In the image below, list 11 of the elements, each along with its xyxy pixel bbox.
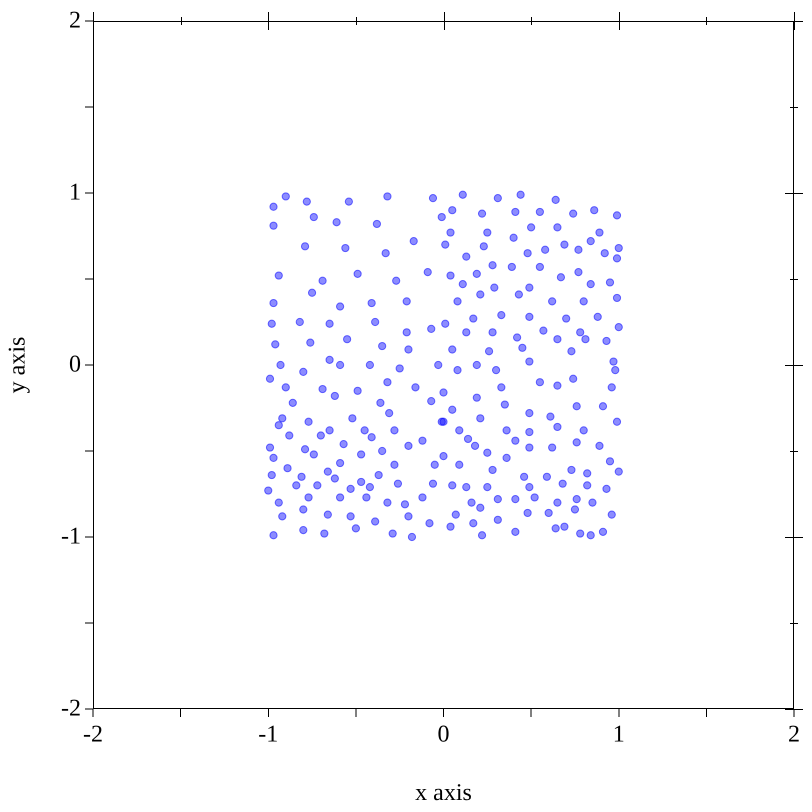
x-tick-label: 0 (438, 722, 450, 748)
y-tick-label: -2 (61, 695, 81, 722)
x-axis-title: x axis (415, 780, 472, 806)
x-tick-label: 1 (612, 722, 625, 748)
y-tick-label: -1 (61, 523, 81, 550)
y-tick-label: 1 (69, 179, 81, 206)
y-axis-title: y axis (4, 336, 31, 394)
y-tick-label: 2 (69, 7, 81, 34)
x-tick-label: 2 (788, 722, 800, 748)
y-tick-label: 0 (69, 351, 81, 378)
x-tick-label: -1 (258, 722, 278, 748)
